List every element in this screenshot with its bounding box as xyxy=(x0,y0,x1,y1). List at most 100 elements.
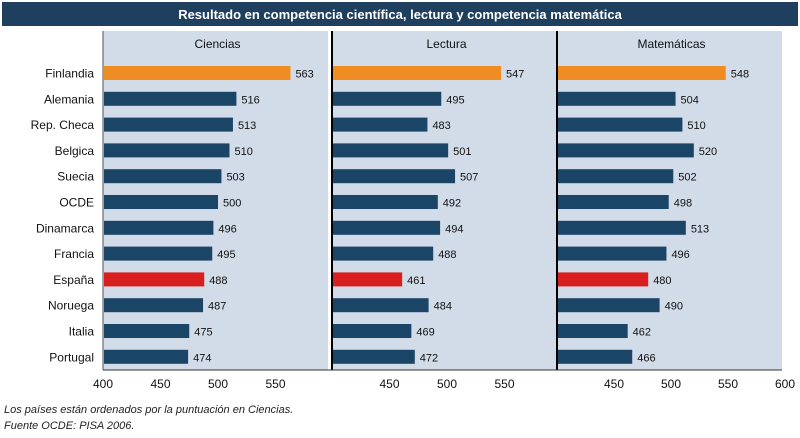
value-label-matematicas-suecia: 502 xyxy=(678,172,696,184)
value-label-ciencias-dinamarca: 496 xyxy=(218,223,236,235)
bar-matematicas-ocde xyxy=(558,195,669,209)
category-label-alemania: Alemania xyxy=(44,92,94,106)
value-label-matematicas-italia: 462 xyxy=(633,327,651,339)
bar-matematicas-suecia xyxy=(558,169,674,184)
category-label-rep-checa: Rep. Checa xyxy=(31,118,95,132)
bar-lectura-belgica xyxy=(333,143,449,158)
bar-lectura-francia xyxy=(333,246,434,261)
value-label-lectura-portugal: 472 xyxy=(420,352,438,364)
value-label-ciencias-rep-checa: 513 xyxy=(238,120,256,132)
value-label-ciencias-belgica: 510 xyxy=(235,146,253,158)
bar-matematicas-portugal xyxy=(558,349,633,364)
value-label-matematicas-noruega: 490 xyxy=(665,301,683,313)
bar-lectura-noruega xyxy=(333,298,429,313)
category-label-francia: Francia xyxy=(54,247,94,261)
bar-ciencias-francia xyxy=(104,246,213,261)
bar-matematicas-belgica xyxy=(558,143,694,158)
tick-label-lectura-450: 450 xyxy=(379,377,399,391)
value-label-matematicas-francia: 496 xyxy=(671,249,689,261)
value-label-ciencias-ocde: 500 xyxy=(223,198,241,210)
value-label-lectura-finlandia: 547 xyxy=(506,69,524,81)
bar-lectura-suecia xyxy=(333,169,456,184)
value-label-lectura-espana: 461 xyxy=(407,275,425,287)
value-label-lectura-alemania: 495 xyxy=(446,94,464,106)
tick-label-lectura-550: 550 xyxy=(494,377,514,391)
value-label-lectura-francia: 488 xyxy=(438,249,456,261)
category-label-portugal: Portugal xyxy=(49,350,94,364)
panel-header-matematicas: Matemáticas xyxy=(637,37,705,51)
bar-lectura-ocde xyxy=(333,195,438,209)
category-label-ocde: OCDE xyxy=(59,196,94,210)
category-label-suecia: Suecia xyxy=(57,170,94,184)
bar-ciencias-ocde xyxy=(104,195,218,209)
chart-area: Ciencias Lectura Matemáticas Finlandia Alema… xyxy=(31,31,795,391)
bar-ciencias-dinamarca xyxy=(104,220,214,235)
bar-lectura-rep-checa xyxy=(333,117,428,132)
value-label-lectura-ocde: 492 xyxy=(443,198,461,210)
bar-ciencias-portugal xyxy=(104,349,189,364)
value-label-matematicas-ocde: 498 xyxy=(674,198,692,210)
chart-title: Resultado en competencia científica, lec… xyxy=(2,2,798,26)
bar-ciencias-espana xyxy=(104,272,205,287)
bar-ciencias-noruega xyxy=(104,298,204,313)
category-label-belgica: Belgica xyxy=(55,144,95,158)
bar-ciencias-rep-checa xyxy=(104,117,233,132)
footnote-source: Fuente OCDE: PISA 2006. xyxy=(4,420,135,432)
panel-header-lectura: Lectura xyxy=(426,37,466,51)
bar-lectura-portugal xyxy=(333,349,415,364)
tick-label-ciencias-450: 450 xyxy=(150,377,170,391)
category-label-espana: España xyxy=(53,273,94,287)
value-label-lectura-rep-checa: 483 xyxy=(432,120,450,132)
value-label-lectura-italia: 469 xyxy=(416,327,434,339)
value-label-matematicas-belgica: 520 xyxy=(699,146,717,158)
tick-label-ciencias-400: 400 xyxy=(93,377,113,391)
bar-lectura-espana xyxy=(333,272,403,287)
tick-label-matematicas-500: 500 xyxy=(661,377,681,391)
tick-label-matematicas-450: 450 xyxy=(604,377,624,391)
bar-matematicas-italia xyxy=(558,324,628,338)
category-label-dinamarca: Dinamarca xyxy=(36,221,94,235)
value-label-ciencias-noruega: 487 xyxy=(208,301,226,313)
bar-matematicas-alemania xyxy=(558,91,676,106)
value-label-ciencias-suecia: 503 xyxy=(226,172,244,184)
tick-label-matematicas-600: 600 xyxy=(775,377,795,391)
value-label-matematicas-espana: 480 xyxy=(653,275,671,287)
value-label-ciencias-finlandia: 563 xyxy=(295,69,313,81)
bar-matematicas-espana xyxy=(558,272,649,287)
bar-ciencias-alemania xyxy=(104,91,237,106)
bar-ciencias-finlandia xyxy=(104,66,291,80)
bar-lectura-italia xyxy=(333,324,412,338)
bar-matematicas-noruega xyxy=(558,298,660,313)
bar-matematicas-finlandia xyxy=(558,66,726,80)
category-label-noruega: Noruega xyxy=(48,299,94,313)
value-label-matematicas-dinamarca: 513 xyxy=(691,223,709,235)
value-label-matematicas-finlandia: 548 xyxy=(731,69,749,81)
value-label-lectura-noruega: 484 xyxy=(434,301,452,313)
tick-label-lectura-500: 500 xyxy=(437,377,457,391)
tick-label-ciencias-500: 500 xyxy=(208,377,228,391)
value-label-lectura-suecia: 507 xyxy=(460,172,478,184)
bar-matematicas-dinamarca xyxy=(558,220,686,235)
value-label-lectura-dinamarca: 494 xyxy=(445,223,463,235)
bar-matematicas-rep-checa xyxy=(558,117,683,132)
value-label-matematicas-rep-checa: 510 xyxy=(687,120,705,132)
bar-ciencias-suecia xyxy=(104,169,222,184)
bar-ciencias-italia xyxy=(104,324,190,338)
bar-lectura-finlandia xyxy=(333,66,502,80)
tick-label-matematicas-550: 550 xyxy=(718,377,738,391)
value-label-matematicas-alemania: 504 xyxy=(681,94,699,106)
bar-matematicas-francia xyxy=(558,246,667,261)
value-label-ciencias-espana: 488 xyxy=(209,275,227,287)
panel-header-ciencias: Ciencias xyxy=(194,37,240,51)
value-label-matematicas-portugal: 466 xyxy=(637,352,655,364)
category-label-finlandia: Finlandia xyxy=(45,67,94,81)
bar-lectura-dinamarca xyxy=(333,220,441,235)
value-label-ciencias-italia: 475 xyxy=(194,327,212,339)
bar-ciencias-belgica xyxy=(104,143,230,158)
footnote-order: Los países están ordenados por la puntua… xyxy=(4,404,294,416)
tick-label-ciencias-550: 550 xyxy=(265,377,285,391)
bar-lectura-alemania xyxy=(333,91,442,106)
category-label-italia: Italia xyxy=(69,325,95,339)
value-label-ciencias-portugal: 474 xyxy=(193,352,211,364)
value-label-ciencias-francia: 495 xyxy=(217,249,235,261)
